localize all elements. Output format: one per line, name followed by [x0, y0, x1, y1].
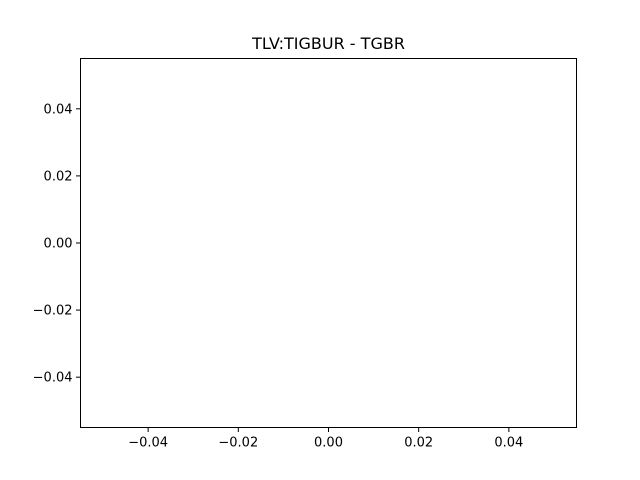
x-tick-label: 0.02: [404, 436, 433, 451]
y-tick-label: 0.02: [44, 169, 73, 184]
plot-area-frame: [80, 58, 577, 428]
x-tick-label: 0.04: [494, 436, 523, 451]
y-tick-label: 0.00: [44, 237, 73, 252]
y-tick-label: 0.04: [44, 102, 73, 117]
y-axis: −0.04 −0.02 0.00 0.02 0.04: [33, 102, 81, 386]
y-tick-label: −0.04: [33, 371, 73, 386]
x-tick-label: −0.04: [128, 436, 168, 451]
y-tick-label: −0.02: [33, 304, 73, 319]
x-tick-label: −0.02: [218, 436, 258, 451]
chart-title: TLV:TIGBUR - TGBR: [251, 34, 405, 53]
x-axis: −0.04 −0.02 0.00 0.02 0.04: [128, 427, 523, 451]
x-tick-label: 0.00: [314, 436, 343, 451]
